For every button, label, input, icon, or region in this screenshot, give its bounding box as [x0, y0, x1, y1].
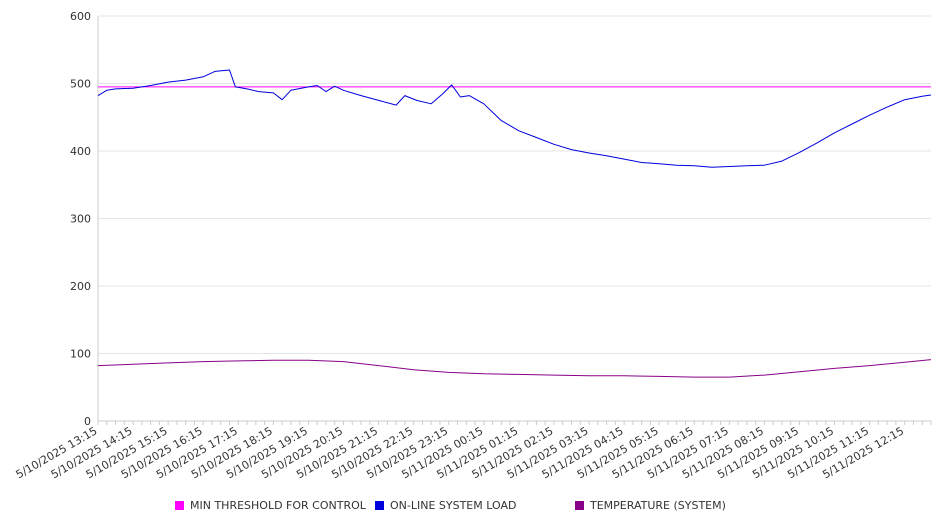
series-lines [97, 69, 932, 378]
legend-item-threshold: MIN THRESHOLD FOR CONTROL [175, 498, 366, 512]
x-axis-ticks: 5/10/2025 13:155/10/2025 14:155/10/2025 … [14, 424, 907, 481]
legend-label-threshold: MIN THRESHOLD FOR CONTROL [190, 498, 366, 512]
legend-swatch-threshold [175, 500, 184, 510]
y-tick-label: 200 [70, 280, 91, 293]
legend-item-load: ON-LINE SYSTEM LOAD [375, 498, 516, 512]
y-tick-label: 500 [70, 78, 91, 91]
legend-swatch-temperature [575, 500, 584, 510]
chart-legend: MIN THRESHOLD FOR CONTROL ON-LINE SYSTEM… [0, 498, 946, 518]
y-axis-ticks: 0 100 200 300 400 500 600 [70, 10, 91, 428]
gridlines [98, 15, 931, 422]
y-tick-label: 100 [70, 348, 91, 361]
temperature-line [97, 359, 932, 378]
axes [97, 16, 932, 425]
y-tick-label: 600 [70, 10, 91, 23]
y-tick-label: 400 [70, 145, 91, 158]
system-load-line [97, 69, 932, 168]
legend-swatch-load [375, 500, 384, 510]
legend-item-temperature: TEMPERATURE (SYSTEM) [575, 498, 726, 512]
y-tick-label: 0 [84, 415, 91, 428]
legend-label-load: ON-LINE SYSTEM LOAD [390, 498, 517, 512]
legend-label-temperature: TEMPERATURE (SYSTEM) [590, 498, 726, 512]
y-tick-label: 300 [70, 213, 91, 226]
